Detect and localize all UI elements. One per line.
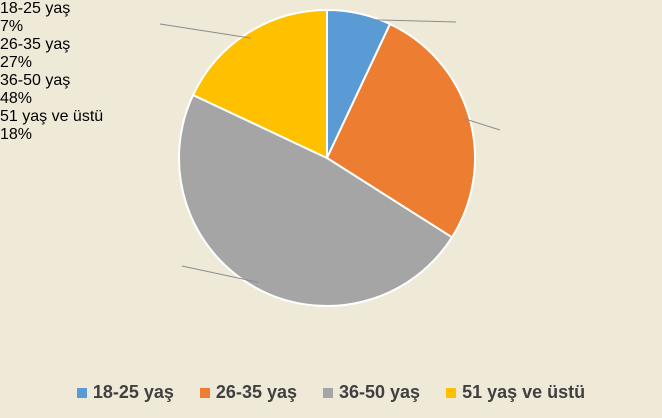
data-label-value: 7%	[0, 18, 24, 35]
legend-label: 36-50 yaş	[339, 382, 421, 402]
legend-item: 51 yaş ve üstü	[446, 382, 585, 403]
legend-item: 36-50 yaş	[323, 382, 420, 403]
legend-label: 18-25 yaş	[92, 382, 174, 402]
data-label-category: 26-35 yaş	[0, 36, 71, 53]
legend-swatch	[323, 387, 333, 398]
pie-slice	[178, 93, 454, 307]
legend-swatch	[446, 387, 457, 398]
legend-label: 26-35 yaş	[215, 382, 297, 402]
chart	[159, 8, 501, 307]
legend-swatch	[76, 387, 87, 398]
leader-line	[357, 18, 457, 23]
leader-line	[159, 23, 251, 39]
legend: 18-25 yaş 26-35 yaş 36-50 yaş 51 yaş ve üst…	[0, 382, 662, 403]
data-label-category: 51 yaş ve üstü	[0, 108, 104, 125]
leader-line	[463, 117, 501, 131]
data-label: 26-35 yaş 27%	[0, 36, 130, 72]
data-label: 18-25 yaş 7%	[0, 0, 130, 36]
legend-label: 51 yaş ve üstü	[462, 382, 586, 402]
data-label-category: 18-25 yaş	[0, 0, 71, 17]
leader-line	[181, 265, 259, 283]
data-label-category: 36-50 yaş	[0, 72, 71, 89]
legend-item: 18-25 yaş	[76, 382, 174, 403]
pie-slice	[325, 22, 476, 239]
data-label: 51 yaş ve üstü 18%	[0, 108, 130, 144]
legend-item: 26-35 yaş	[199, 382, 297, 403]
legend-swatch	[199, 387, 210, 398]
pie-slice	[191, 8, 328, 160]
data-label-value: 27%	[0, 54, 33, 71]
data-label-value: 18%	[0, 126, 33, 143]
data-label: 36-50 yaş 48%	[0, 72, 140, 108]
data-label-value: 48%	[0, 90, 33, 107]
